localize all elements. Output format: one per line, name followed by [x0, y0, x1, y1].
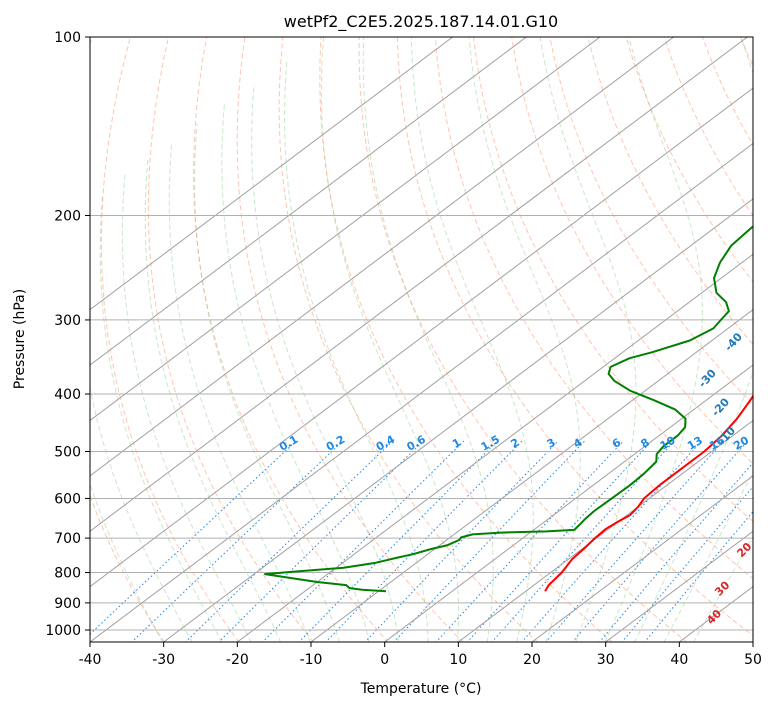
dry-adiabat	[434, 37, 753, 580]
moist-adiabat	[604, 37, 703, 642]
x-tick-label: 0	[380, 652, 389, 668]
moist-adiabat	[693, 535, 753, 642]
x-axis-label: Temperature (°C)	[360, 681, 482, 697]
dry-adiabat	[193, 37, 389, 642]
y-tick-label: 900	[54, 596, 81, 612]
y-tick-label: 300	[54, 313, 81, 329]
x-tick-label: -30	[152, 652, 175, 668]
moist-adiabat	[362, 37, 494, 642]
x-tick-label: -40	[79, 652, 102, 668]
dewpoint-profile	[264, 225, 753, 593]
dry-adiabat	[100, 37, 240, 642]
mixing-ratio-line	[364, 440, 559, 642]
dry-adiabat	[236, 37, 464, 642]
y-tick-label: 800	[54, 566, 81, 582]
y-tick-label: 700	[54, 531, 81, 547]
dry-adiabat	[147, 37, 315, 642]
moist-adiabat	[320, 37, 460, 642]
mixing-ratio-label: 25	[756, 434, 775, 453]
moist-adiabat	[90, 482, 164, 642]
x-tick-label: 20	[523, 652, 541, 668]
isotherm	[90, 37, 601, 422]
x-tick-label: -10	[300, 652, 323, 668]
y-tick-label: 600	[54, 491, 81, 507]
x-tick-label: 40	[670, 652, 688, 668]
isotherm	[90, 37, 748, 532]
y-tick-label: 100	[54, 30, 81, 46]
isotherm	[752, 641, 753, 642]
mixing-ratio-line	[598, 462, 753, 642]
y-tick-label: 400	[54, 387, 81, 403]
moist-adiabat-label: 20	[734, 540, 754, 560]
chart-title: wetPf2_C2E5.2025.187.14.01.G10	[284, 12, 558, 32]
moist-adiabat-label: 0	[769, 468, 775, 483]
isotherm	[90, 87, 753, 588]
isotherm	[90, 37, 527, 366]
moist-adiabat	[121, 173, 252, 642]
dry-adiabat	[278, 37, 539, 642]
moist-adiabat	[90, 384, 193, 642]
dry-adiabat	[511, 37, 753, 465]
plot-frame	[89, 36, 754, 643]
dry-adiabat	[90, 37, 165, 642]
mixing-ratio-line	[545, 440, 724, 642]
mixing-ratio-line	[466, 440, 653, 642]
moist-adiabat	[410, 37, 534, 642]
isotherm	[604, 530, 753, 642]
isotherm	[90, 37, 453, 311]
dry-adiabat	[396, 37, 753, 637]
x-tick-label: -20	[226, 652, 249, 668]
mixing-ratio-line	[131, 440, 344, 642]
mixing-ratio-line	[571, 440, 749, 642]
y-tick-label: 500	[54, 444, 81, 460]
mixing-ratio-line	[184, 440, 394, 642]
mixing-ratio-line	[325, 440, 523, 642]
isotherm	[90, 37, 674, 477]
moist-adiabat-label: 10	[760, 498, 775, 518]
moist-adiabat	[221, 104, 370, 642]
temperature-profile	[544, 394, 753, 592]
dry-adiabat	[319, 37, 613, 642]
x-tick-label: 30	[597, 652, 615, 668]
x-tick-label: 10	[449, 652, 467, 668]
mixing-ratio-line	[491, 440, 675, 642]
isotherm	[383, 364, 753, 642]
dry-adiabat	[358, 37, 688, 642]
isotherm	[90, 142, 753, 642]
moist-adiabat	[283, 61, 429, 642]
mixing-ratio-line	[435, 440, 624, 642]
moist-adiabat	[144, 157, 282, 642]
y-tick-label: 1000	[45, 623, 81, 639]
isotherm	[531, 475, 753, 642]
mixing-ratio-line	[218, 440, 424, 642]
moist-adiabat	[634, 37, 753, 642]
dry-adiabat-label: -50	[766, 286, 775, 310]
moist-adiabat	[539, 37, 637, 642]
y-axis-label: Pressure (hPa)	[12, 289, 28, 389]
dry-adiabat	[473, 37, 753, 523]
mixing-ratio-line	[521, 440, 702, 642]
y-tick-label: 200	[54, 209, 81, 225]
isotherm	[162, 198, 753, 642]
isotherm	[236, 253, 753, 642]
moist-adiabat	[251, 83, 400, 642]
x-tick-label: 50	[744, 652, 762, 668]
moist-adiabat	[99, 195, 223, 642]
plot-background	[90, 37, 753, 642]
isotherm	[310, 309, 753, 642]
